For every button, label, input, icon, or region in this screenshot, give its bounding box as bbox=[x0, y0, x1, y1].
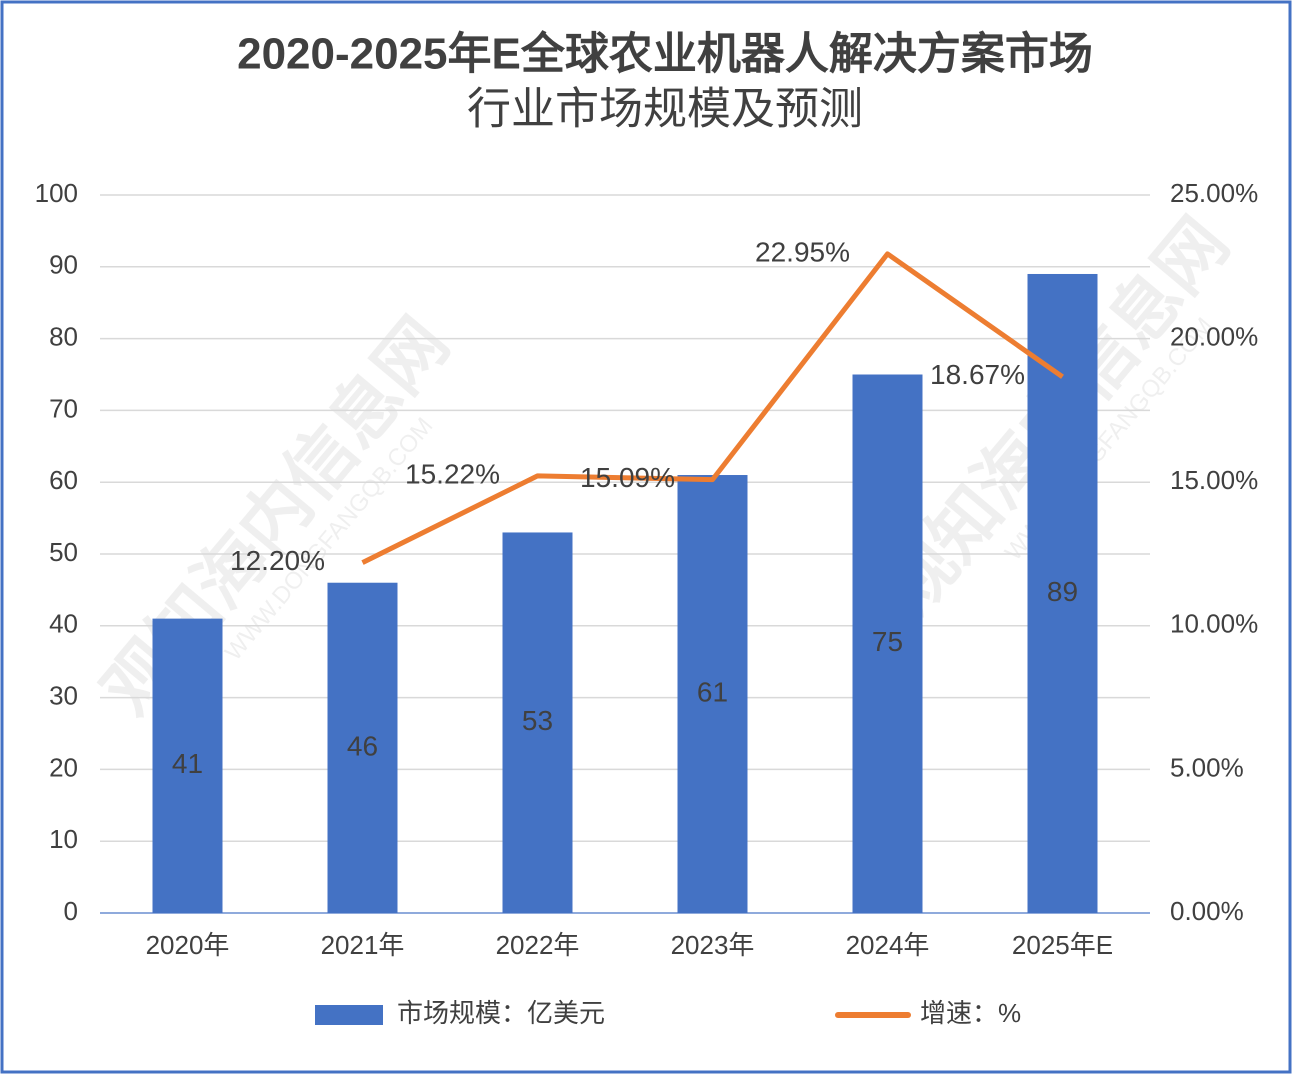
y-tick-label: 0 bbox=[64, 896, 78, 926]
y2-tick-label: 5.00% bbox=[1170, 752, 1244, 782]
bar-label: 75 bbox=[872, 626, 903, 657]
x-tick-label: 2021年 bbox=[321, 930, 405, 960]
y2-tick-label: 15.00% bbox=[1170, 465, 1258, 495]
y-tick-label: 60 bbox=[49, 465, 78, 495]
x-tick-label: 2020年 bbox=[146, 930, 230, 960]
y2-tick-label: 0.00% bbox=[1170, 896, 1244, 926]
line-label: 15.09% bbox=[580, 462, 675, 493]
bar bbox=[327, 582, 398, 913]
legend-label: 市场规模：亿美元 bbox=[397, 998, 605, 1028]
y2-tick-label: 20.00% bbox=[1170, 321, 1258, 351]
y-tick-label: 50 bbox=[49, 537, 78, 567]
bar-label: 41 bbox=[172, 748, 203, 779]
growth-line bbox=[361, 251, 1064, 565]
chart-title: 2020-2025年E全球农业机器人解决方案市场 bbox=[237, 29, 1093, 79]
bar-label: 89 bbox=[1047, 576, 1078, 607]
chart-title: 行业市场规模及预测 bbox=[467, 85, 863, 134]
line-label: 22.95% bbox=[755, 236, 850, 267]
bar-label: 53 bbox=[522, 705, 553, 736]
line-label: 18.67% bbox=[930, 359, 1025, 390]
y-tick-label: 10 bbox=[49, 824, 78, 854]
y-tick-label: 30 bbox=[49, 680, 78, 710]
x-tick-label: 2024年 bbox=[846, 930, 930, 960]
y2-tick-label: 25.00% bbox=[1170, 178, 1258, 208]
bar bbox=[1027, 273, 1098, 914]
y-tick-label: 70 bbox=[49, 393, 78, 423]
bar bbox=[852, 374, 923, 913]
x-tick-label: 2025年E bbox=[1012, 930, 1113, 960]
y-tick-label: 80 bbox=[49, 321, 78, 351]
bar bbox=[152, 618, 223, 913]
y-tick-label: 90 bbox=[49, 250, 78, 280]
bar bbox=[502, 532, 573, 913]
y2-tick-label: 10.00% bbox=[1170, 609, 1258, 639]
y-tick-label: 20 bbox=[49, 752, 78, 782]
y-tick-label: 100 bbox=[35, 178, 78, 208]
x-tick-label: 2023年 bbox=[671, 930, 755, 960]
bar-label: 61 bbox=[697, 676, 728, 707]
legend-swatch bbox=[315, 1005, 383, 1025]
x-tick-label: 2022年 bbox=[496, 930, 580, 960]
line-label: 12.20% bbox=[230, 545, 325, 576]
y-tick-label: 40 bbox=[49, 609, 78, 639]
bar-label: 46 bbox=[347, 730, 378, 761]
line-label: 15.22% bbox=[405, 458, 500, 489]
bar bbox=[677, 475, 748, 913]
legend-label: 增速：% bbox=[920, 998, 1021, 1028]
